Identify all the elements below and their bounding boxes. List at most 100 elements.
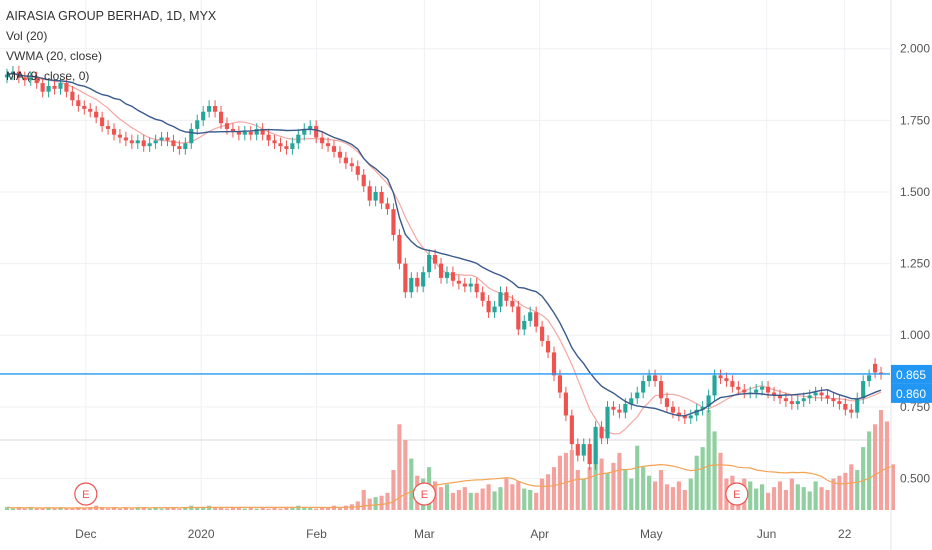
candle-body xyxy=(605,406,610,439)
candle-body xyxy=(730,381,735,387)
candle-body xyxy=(670,406,675,413)
candlesticks xyxy=(4,65,884,470)
volume-bar xyxy=(813,481,818,510)
earnings-marker-label: E xyxy=(82,489,89,501)
candle-body xyxy=(534,312,539,327)
volume-bar xyxy=(183,507,188,510)
volume-bar xyxy=(605,472,610,510)
volume-bar xyxy=(64,508,69,510)
candle-body xyxy=(409,277,414,293)
volume-bar xyxy=(748,481,753,510)
earnings-marker xyxy=(725,482,749,506)
candle-body xyxy=(551,352,557,376)
candle-body xyxy=(230,128,235,132)
candle-body xyxy=(825,395,830,399)
candle-body xyxy=(700,406,705,410)
y-tick-label: 0.500 xyxy=(900,471,930,485)
grid-lines xyxy=(0,0,890,510)
volume-bar xyxy=(670,487,675,510)
candle-body xyxy=(480,292,485,301)
volume-bar xyxy=(10,508,15,510)
candle-body xyxy=(587,444,592,465)
volume-bar xyxy=(40,508,45,510)
volume-bar xyxy=(308,507,313,510)
candle-body xyxy=(320,137,325,144)
candle-body xyxy=(510,300,515,307)
volume-bar xyxy=(522,488,527,510)
price-badge-label: 0.865 xyxy=(896,368,926,382)
candle-body xyxy=(516,306,521,330)
candle-body xyxy=(724,378,729,382)
volume-bar xyxy=(361,490,366,510)
volume-bar xyxy=(664,484,670,510)
candle-body xyxy=(224,123,230,129)
candle-body xyxy=(540,326,545,341)
legend-volume[interactable]: Vol (20) xyxy=(6,29,48,43)
price-badge xyxy=(891,364,932,384)
volume-bar xyxy=(528,490,533,510)
volume-bar xyxy=(266,508,271,510)
volume-bar xyxy=(58,507,63,510)
candle-body xyxy=(22,77,27,81)
candle-body xyxy=(545,340,551,353)
candle-body xyxy=(861,381,866,399)
volume-bar xyxy=(272,507,277,510)
candle-body xyxy=(486,300,491,313)
x-tick-label: Dec xyxy=(75,527,96,541)
volume-bar xyxy=(837,475,842,510)
candle-body xyxy=(266,134,271,141)
y-tick-label: 1.750 xyxy=(900,113,930,127)
volume-bar xyxy=(777,481,783,510)
candle-body xyxy=(664,398,670,407)
volume-bar xyxy=(855,470,860,510)
candle-body xyxy=(795,401,800,404)
candle-body xyxy=(189,128,194,144)
volume-bar xyxy=(587,467,592,510)
candle-body xyxy=(165,137,170,141)
candle-body xyxy=(444,272,450,278)
candle-body xyxy=(260,128,265,135)
volume-bar xyxy=(385,492,390,510)
candle-body xyxy=(397,234,402,264)
volume-bar xyxy=(688,478,693,510)
candle-body xyxy=(159,137,164,141)
volume-bar xyxy=(647,475,652,510)
volume-bar xyxy=(801,487,806,510)
price-axis[interactable]: 2.000 1.750 1.500 1.250 1.000 0.750 0.500 xyxy=(900,42,930,486)
candle-body xyxy=(248,131,253,135)
legend-ma[interactable]: MA (9, close, 0) xyxy=(6,69,90,83)
volume-ma-line xyxy=(6,463,894,509)
candle-body xyxy=(213,106,218,112)
candle-body xyxy=(528,312,533,321)
volume-bar xyxy=(873,424,878,510)
volume-bar xyxy=(165,507,170,510)
volume-bar xyxy=(575,470,580,510)
y-tick-label: 0.750 xyxy=(900,400,930,414)
candle-body xyxy=(242,131,247,135)
volume-bar xyxy=(34,508,39,510)
legend-vwma[interactable]: VWMA (20, close) xyxy=(6,49,103,63)
x-tick-label: Apr xyxy=(530,527,549,541)
candle-body xyxy=(623,403,628,413)
candle-body xyxy=(474,283,479,293)
volume-bar xyxy=(218,507,224,510)
candle-body xyxy=(373,191,378,201)
volume-bar xyxy=(516,481,521,510)
chart-title[interactable]: AIRASIA GROUP BERHAD, 1D, MYX xyxy=(6,9,217,23)
candle-body xyxy=(415,277,420,287)
time-axis[interactable]: Dec 2020 Feb Mar Apr May Jun 22 xyxy=(75,527,852,541)
candle-body xyxy=(563,392,568,416)
volume-bar xyxy=(147,508,152,510)
candle-body xyxy=(34,77,39,84)
candle-body xyxy=(855,398,860,413)
candle-body xyxy=(635,392,640,399)
volume-bar xyxy=(783,490,788,510)
volume-bar xyxy=(28,507,33,510)
volume-bars xyxy=(4,410,895,510)
candle-body xyxy=(742,389,747,393)
price-badges: 0.865 0.860 xyxy=(891,364,932,403)
volume-bar xyxy=(789,478,794,510)
volume-bar xyxy=(599,458,604,510)
candle-body xyxy=(147,143,152,147)
